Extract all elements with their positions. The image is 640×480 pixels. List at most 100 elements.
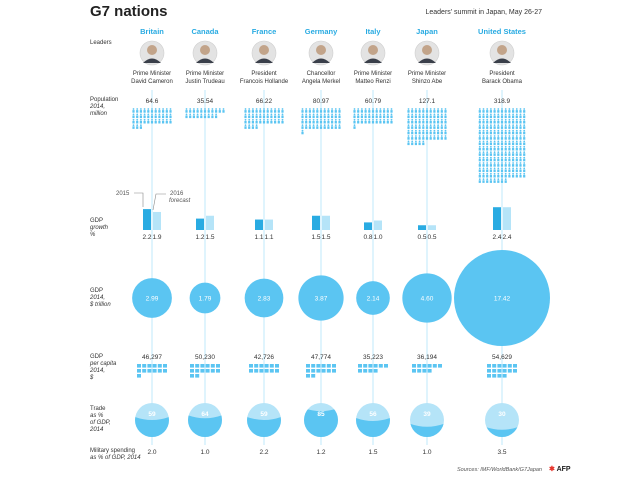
- person-icon-head-france: [259, 118, 262, 121]
- person-icon-head-united-states: [523, 162, 526, 164]
- person-icon-head-united-states: [519, 151, 522, 154]
- growth-value-2015-italy: 0.8: [363, 234, 372, 241]
- person-icon-body-united-states: [478, 153, 481, 156]
- person-icon-head-france: [248, 113, 251, 116]
- person-icon-head-united-states: [508, 172, 511, 175]
- person-icon-head-united-states: [493, 118, 496, 121]
- person-icon-head-united-states: [482, 118, 485, 121]
- person-icon-body-france: [262, 110, 266, 113]
- person-icon-body-japan: [429, 137, 432, 140]
- person-icon-body-canada: [211, 110, 214, 113]
- person-icon-body-united-states: [482, 115, 485, 119]
- person-icon-body-united-states: [504, 147, 507, 151]
- trade-value-germany: 85: [317, 411, 325, 418]
- person-icon-body-united-states: [500, 153, 504, 156]
- person-icon-head-italy: [364, 113, 367, 116]
- person-icon-body-france: [244, 110, 247, 113]
- military-value-canada: 1.0: [200, 449, 209, 456]
- person-icon-head-italy: [353, 118, 356, 121]
- person-icon-head-united-states: [490, 135, 492, 137]
- person-icon-body-united-states: [500, 164, 504, 167]
- person-icon-body-germany: [316, 126, 319, 129]
- person-icon-body-france: [262, 120, 266, 124]
- person-icon-head-united-states: [523, 167, 526, 170]
- growth-value-2016-france: 1.1: [264, 234, 273, 241]
- person-icon-body-canada: [218, 110, 221, 113]
- person-icon-head-united-states: [493, 167, 496, 170]
- person-icon-head-japan: [440, 124, 443, 127]
- person-icon-head-germany: [327, 118, 330, 121]
- person-icon-body-japan: [429, 110, 432, 113]
- person-icon-head-germany: [301, 118, 304, 121]
- person-icon-body-united-states: [500, 158, 504, 162]
- money-icon-japan: [427, 369, 432, 373]
- person-icon-head-italy: [353, 113, 356, 116]
- person-icon-body-united-states: [508, 120, 511, 124]
- person-icon-body-italy: [360, 115, 363, 119]
- row-label-military-1: as % of GDP, 2014: [90, 455, 141, 461]
- gdp-value-germany: 3.87: [315, 296, 328, 303]
- person-icon-head-france: [263, 113, 265, 116]
- person-icon-head-japan: [411, 108, 414, 110]
- person-icon-head-united-states: [515, 124, 518, 127]
- person-icon-body-united-states: [512, 120, 515, 124]
- person-icon-body-japan: [444, 126, 447, 129]
- person-icon-body-united-states: [497, 110, 500, 113]
- person-icon-head-france: [255, 124, 258, 127]
- person-icon-body-japan: [429, 115, 432, 119]
- trade-fill-italy: [356, 417, 390, 437]
- person-icon-body-united-states: [519, 137, 522, 140]
- per-capita-value-italy: 35,223: [363, 354, 383, 361]
- person-icon-body-japan: [407, 115, 410, 119]
- person-icon-head-japan: [433, 113, 436, 116]
- person-icon-body-united-states: [497, 164, 500, 167]
- person-icon-head-france: [244, 108, 247, 110]
- person-icon-head-france: [255, 113, 258, 116]
- person-icon-head-germany: [323, 108, 326, 110]
- person-icon-head-united-states: [504, 156, 507, 159]
- person-icon-body-united-states: [497, 158, 500, 162]
- person-icon-head-united-states: [523, 151, 526, 154]
- row-label-growth-1: growth: [90, 225, 109, 231]
- person-icon-head-united-states: [512, 156, 514, 159]
- person-icon-head-united-states: [493, 162, 496, 164]
- person-icon-body-united-states: [515, 142, 518, 146]
- person-icon-body-united-states: [486, 147, 489, 151]
- person-icon-head-canada: [215, 108, 218, 110]
- person-icon-body-united-states: [508, 164, 511, 167]
- person-icon-body-germany: [319, 126, 323, 129]
- person-icon-body-germany: [301, 110, 304, 113]
- row-label-population-1: 2014,: [89, 104, 105, 110]
- money-icon-britain: [163, 364, 167, 368]
- person-icon-body-italy: [368, 120, 371, 124]
- afp-logo-text: AFP: [556, 466, 571, 473]
- person-icon-body-italy: [360, 120, 363, 124]
- person-icon-head-united-states: [490, 118, 492, 121]
- person-icon-head-germany: [320, 118, 322, 121]
- person-icon-body-japan: [411, 110, 414, 113]
- person-icon-body-united-states: [493, 126, 496, 129]
- person-icon-head-france: [277, 113, 280, 116]
- money-icon-germany: [311, 369, 316, 373]
- person-icon-body-united-states: [512, 158, 515, 162]
- person-icon-head-united-states: [508, 145, 511, 148]
- person-icon-body-japan: [407, 137, 410, 140]
- person-icon-body-japan: [433, 131, 436, 135]
- person-icon-body-united-states: [478, 131, 481, 135]
- person-icon-body-united-states: [500, 131, 504, 135]
- person-icon-head-japan: [426, 135, 428, 137]
- person-icon-head-britain: [140, 113, 142, 116]
- country-name-canada: Canada: [191, 27, 219, 36]
- person-icon-head-united-states: [497, 162, 500, 164]
- person-icon-body-united-states: [497, 180, 500, 183]
- growth-bar-2016-britain: [153, 211, 161, 230]
- person-icon-body-italy: [357, 110, 360, 113]
- money-icon-united-states: [502, 369, 507, 373]
- person-icon-body-france: [255, 110, 258, 113]
- person-icon-head-germany: [309, 118, 311, 121]
- person-icon-head-japan: [407, 108, 410, 110]
- person-icon-head-japan: [422, 113, 425, 116]
- person-icon-head-japan: [437, 113, 439, 116]
- person-icon-head-united-states: [493, 113, 496, 116]
- person-icon-body-japan: [422, 115, 425, 119]
